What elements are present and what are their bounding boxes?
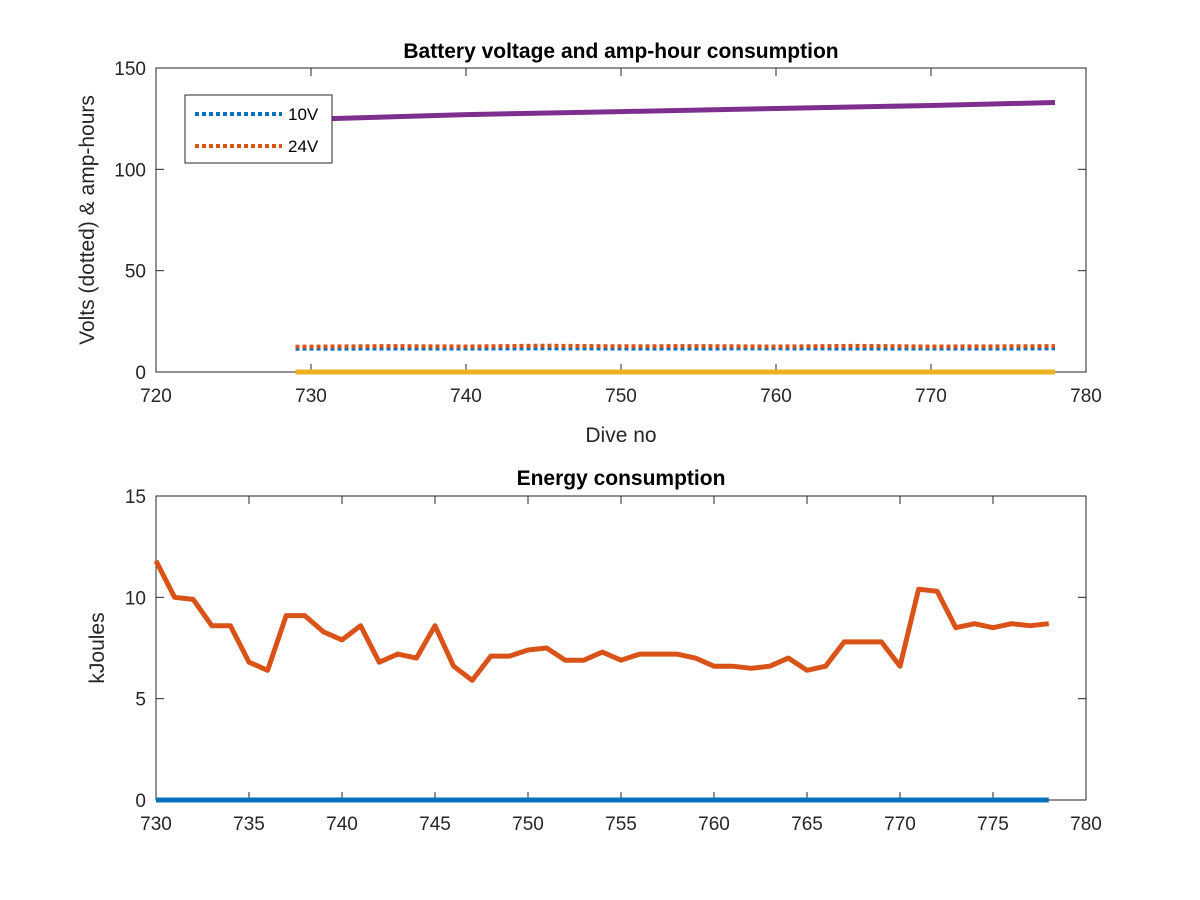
energy-x-tick-label: 765: [791, 814, 823, 835]
legend-label-24v: 24V: [288, 137, 319, 156]
energy-series: [153, 559, 1050, 803]
energy-axes-frame: [155, 495, 1087, 801]
energy-x-tick-label: 740: [326, 814, 358, 835]
energy-y-tick-label: 10: [125, 588, 146, 609]
voltage-ticks: 720 730 740 750 760 770 780 0 50 100 150: [114, 59, 1102, 407]
voltage-x-tick-label: 730: [295, 386, 327, 407]
energy-x-tick-label: 750: [512, 814, 544, 835]
voltage-axes: Battery voltage and amp-hour consumption…: [76, 40, 1102, 447]
voltage-x-tick-label: 760: [760, 386, 792, 407]
energy-x-tick-label: 770: [884, 814, 916, 835]
energy-x-tick-label: 730: [140, 814, 172, 835]
energy-chart-title: Energy consumption: [517, 467, 726, 490]
energy-x-tick-label: 780: [1070, 814, 1102, 835]
energy-y-axis-label: kJoules: [86, 612, 109, 683]
voltage-x-tick-label: 780: [1070, 386, 1102, 407]
voltage-legend: 10V 24V: [184, 94, 333, 164]
voltage-x-tick-label: 740: [450, 386, 482, 407]
energy-x-tick-label: 735: [233, 814, 265, 835]
energy-series-line-0: [153, 559, 1050, 683]
energy-x-tick-label: 745: [419, 814, 451, 835]
voltage-series-line-2: [326, 100, 1056, 122]
energy-ticks: 730 735 740 745 750 755 760 765 770 775 780 0 5 10 15: [125, 487, 1102, 835]
energy-axes: Energy consumption kJoules 730 735 740 745 7…: [86, 467, 1102, 835]
legend-label-10v: 10V: [288, 105, 319, 124]
voltage-x-tick-label: 750: [605, 386, 637, 407]
voltage-x-tick-label: 770: [915, 386, 947, 407]
voltage-x-tick-label: 720: [140, 386, 172, 407]
energy-y-tick-label: 15: [125, 487, 146, 508]
voltage-y-tick-label: 150: [114, 59, 146, 80]
voltage-y-tick-label: 0: [135, 363, 146, 384]
voltage-series-line-1: [295, 343, 1056, 349]
energy-x-tick-label: 755: [605, 814, 637, 835]
energy-x-tick-label: 775: [977, 814, 1009, 835]
voltage-y-tick-label: 50: [125, 262, 146, 283]
energy-x-tick-label: 760: [698, 814, 730, 835]
voltage-x-axis-label: Dive no: [585, 424, 656, 447]
energy-y-tick-label: 0: [135, 791, 146, 812]
voltage-chart-title: Battery voltage and amp-hour consumption: [403, 40, 838, 63]
energy-y-tick-label: 5: [135, 690, 146, 711]
legend-box: [184, 94, 333, 164]
voltage-y-tick-label: 100: [114, 160, 146, 181]
voltage-y-axis-label: Volts (dotted) & amp-hours: [76, 95, 99, 345]
voltage-series: [295, 100, 1056, 375]
